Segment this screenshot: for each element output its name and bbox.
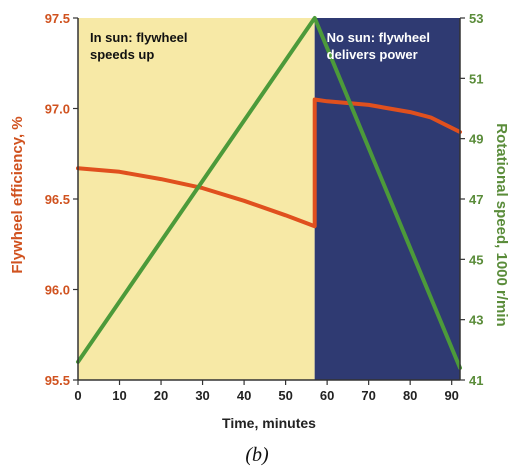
region-annotation-line: delivers power — [327, 47, 418, 62]
y-left-tick-label: 97.0 — [45, 102, 70, 117]
x-tick-label: 80 — [403, 388, 417, 403]
figure-caption: (b) — [245, 444, 269, 466]
series-line-efficiency — [76, 97, 462, 229]
y-right-tick-label: 47 — [469, 192, 483, 207]
x-tick-label: 50 — [278, 388, 292, 403]
y-right-tick-label: 49 — [469, 132, 483, 147]
y-left-tick-label: 95.5 — [45, 373, 70, 388]
y-right-tick-label: 51 — [469, 71, 483, 86]
x-tick-label: 40 — [237, 388, 251, 403]
x-tick-label: 20 — [154, 388, 168, 403]
axes: 0 10 20 30 40 50 60 70 80 90 95.5 96.0 96.5 97.0 97.5 4… — [45, 11, 484, 403]
region-annotation-line: No sun: flywheel — [327, 30, 430, 45]
y-left-tick-label: 97.5 — [45, 11, 70, 26]
series-lines — [76, 16, 462, 370]
y-right-tick-label: 41 — [469, 373, 483, 388]
y-right-tick-label: 43 — [469, 313, 483, 328]
y-right-tick-label: 45 — [469, 252, 483, 267]
x-tick-label: 0 — [74, 388, 81, 403]
x-tick-label: 10 — [112, 388, 126, 403]
x-tick-label: 30 — [195, 388, 209, 403]
x-tick-label: 90 — [444, 388, 458, 403]
region-annotation-1: No sun: flywheel delivers power — [327, 30, 430, 62]
x-axis-label: Time, minutes — [222, 415, 316, 431]
x-tick-label: 60 — [320, 388, 334, 403]
x-tick-label: 70 — [361, 388, 375, 403]
region-annotations: In sun: flywheel speeds up No sun: flywhee… — [90, 30, 430, 62]
y-left-tick-label: 96.5 — [45, 192, 70, 207]
y-right-tick-label: 53 — [469, 11, 483, 26]
series-line-rotational-speed — [76, 16, 462, 370]
y-left-tick-label: 96.0 — [45, 283, 70, 298]
region-annotation-line: speeds up — [90, 47, 154, 62]
background-regions — [78, 18, 460, 380]
y-axis-right-label: Rotational speed, 1000 r/min — [493, 123, 510, 326]
y-axis-left-label: Flywheel efficiency, % — [9, 116, 26, 273]
region-annotation-0: In sun: flywheel speeds up — [90, 30, 188, 62]
region-annotation-line: In sun: flywheel — [90, 30, 188, 45]
